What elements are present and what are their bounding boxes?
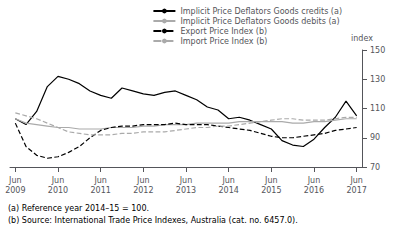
svg-text:Export Price Index (b): Export Price Index (b) (180, 27, 267, 36)
svg-text:Jun: Jun (8, 176, 22, 185)
svg-text:2017: 2017 (346, 186, 366, 195)
svg-text:2009: 2009 (5, 186, 25, 195)
svg-text:Jun: Jun (136, 176, 150, 185)
svg-text:Import Price Index (b): Import Price Index (b) (180, 37, 267, 46)
svg-text:2014: 2014 (218, 186, 238, 195)
svg-text:Jun: Jun (179, 176, 193, 185)
svg-text:2015: 2015 (261, 186, 281, 195)
svg-text:Jun: Jun (264, 176, 278, 185)
svg-text:(a) Reference year 2014–15 = 1: (a) Reference year 2014–15 = 100. (8, 204, 149, 213)
svg-text:2010: 2010 (48, 186, 68, 195)
svg-text:130: 130 (370, 75, 385, 84)
svg-text:2016: 2016 (304, 186, 324, 195)
svg-text:Jun: Jun (307, 176, 321, 185)
svg-text:2012: 2012 (133, 186, 153, 195)
svg-text:Implicit Price Deflators Goods: Implicit Price Deflators Goods credits (… (180, 7, 342, 16)
svg-text:Jun: Jun (93, 176, 107, 185)
svg-text:(b) Source: International Trad: (b) Source: International Trade Price In… (8, 216, 298, 225)
svg-text:2011: 2011 (90, 186, 110, 195)
svg-text:110: 110 (370, 104, 385, 113)
svg-text:Jun: Jun (349, 176, 363, 185)
svg-text:Jun: Jun (221, 176, 235, 185)
svg-text:2013: 2013 (176, 186, 196, 195)
svg-text:150: 150 (370, 46, 385, 55)
svg-text:Implicit Price Deflators Goods: Implicit Price Deflators Goods debits (a… (180, 17, 339, 26)
svg-text:70: 70 (370, 163, 380, 172)
svg-text:90: 90 (370, 133, 380, 142)
svg-text:Jun: Jun (51, 176, 65, 185)
svg-text:index: index (351, 34, 373, 43)
